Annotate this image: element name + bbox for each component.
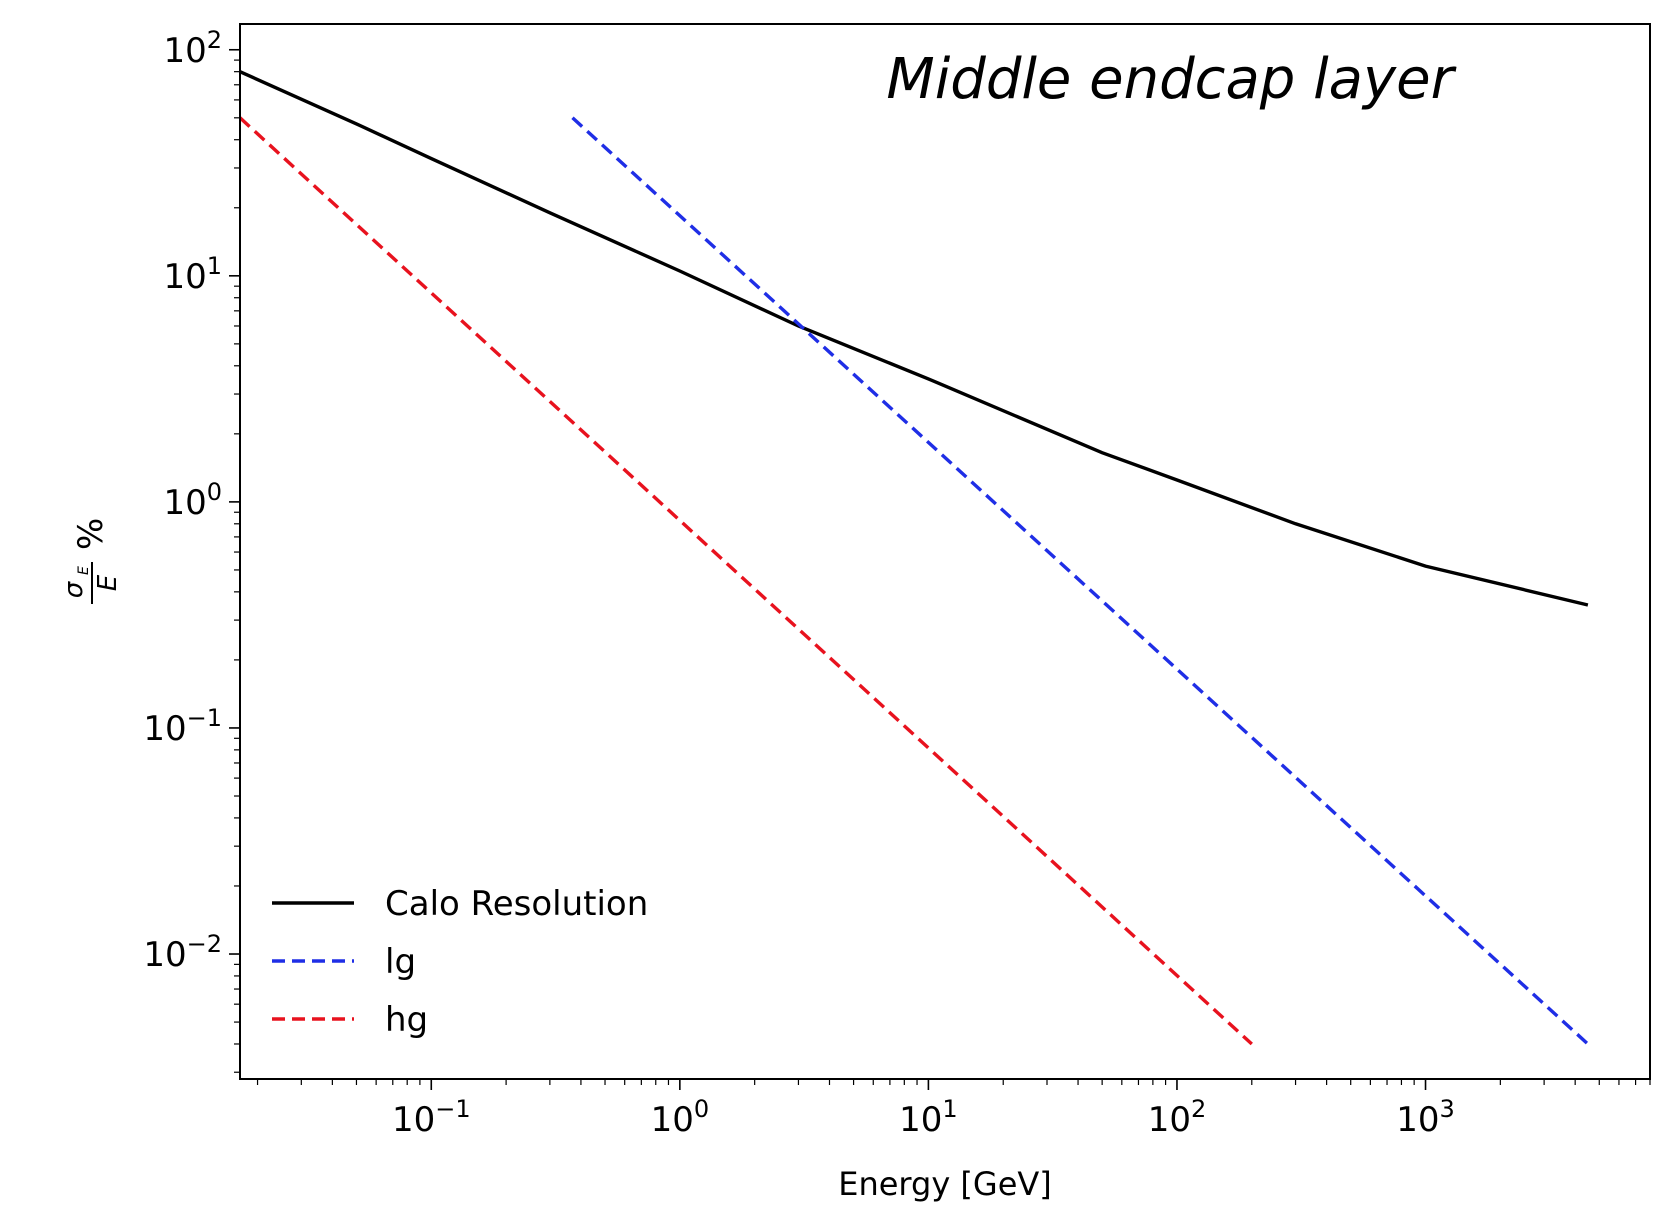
x-tick-label: 100 <box>651 1095 710 1140</box>
y-axis-label-suffix: % <box>71 518 111 550</box>
major-ticks: 10−1 100 101 102 103 10−2 10−1 100 101 102 <box>143 26 1454 1140</box>
series-line-hg <box>238 116 1253 1046</box>
series-line-lg <box>571 116 1590 1046</box>
y-tick-label: 101 <box>163 252 222 297</box>
x-tick-label: 103 <box>1396 1095 1455 1140</box>
y-axis-label-denominator: E <box>93 574 123 591</box>
series-line-calo-resolution <box>239 70 1589 607</box>
series-layer <box>238 70 1590 1046</box>
x-axis-label: Energy [GeV] <box>838 1165 1052 1203</box>
legend-label: hg <box>385 1000 428 1040</box>
y-axis-label-numerator: σ <box>59 580 89 598</box>
x-tick-label: 102 <box>1148 1095 1207 1140</box>
legend-label: lg <box>385 942 416 982</box>
plot-frame <box>239 23 1651 1080</box>
x-tick-label: 101 <box>899 1095 958 1140</box>
chart-title: Middle endcap layer <box>886 47 1456 112</box>
x-tick-label: 10−1 <box>392 1095 471 1140</box>
y-axis-label: σ E E % <box>59 518 123 604</box>
y-tick-label: 10−2 <box>143 930 222 975</box>
legend: Calo Resolution lg hg <box>272 884 648 1040</box>
y-tick-label: 10−1 <box>143 704 222 749</box>
legend-label: Calo Resolution <box>385 884 648 924</box>
y-tick-label: 100 <box>163 478 222 523</box>
y-tick-label: 102 <box>163 26 222 71</box>
y-axis-label-numerator-sub: E <box>76 566 92 575</box>
